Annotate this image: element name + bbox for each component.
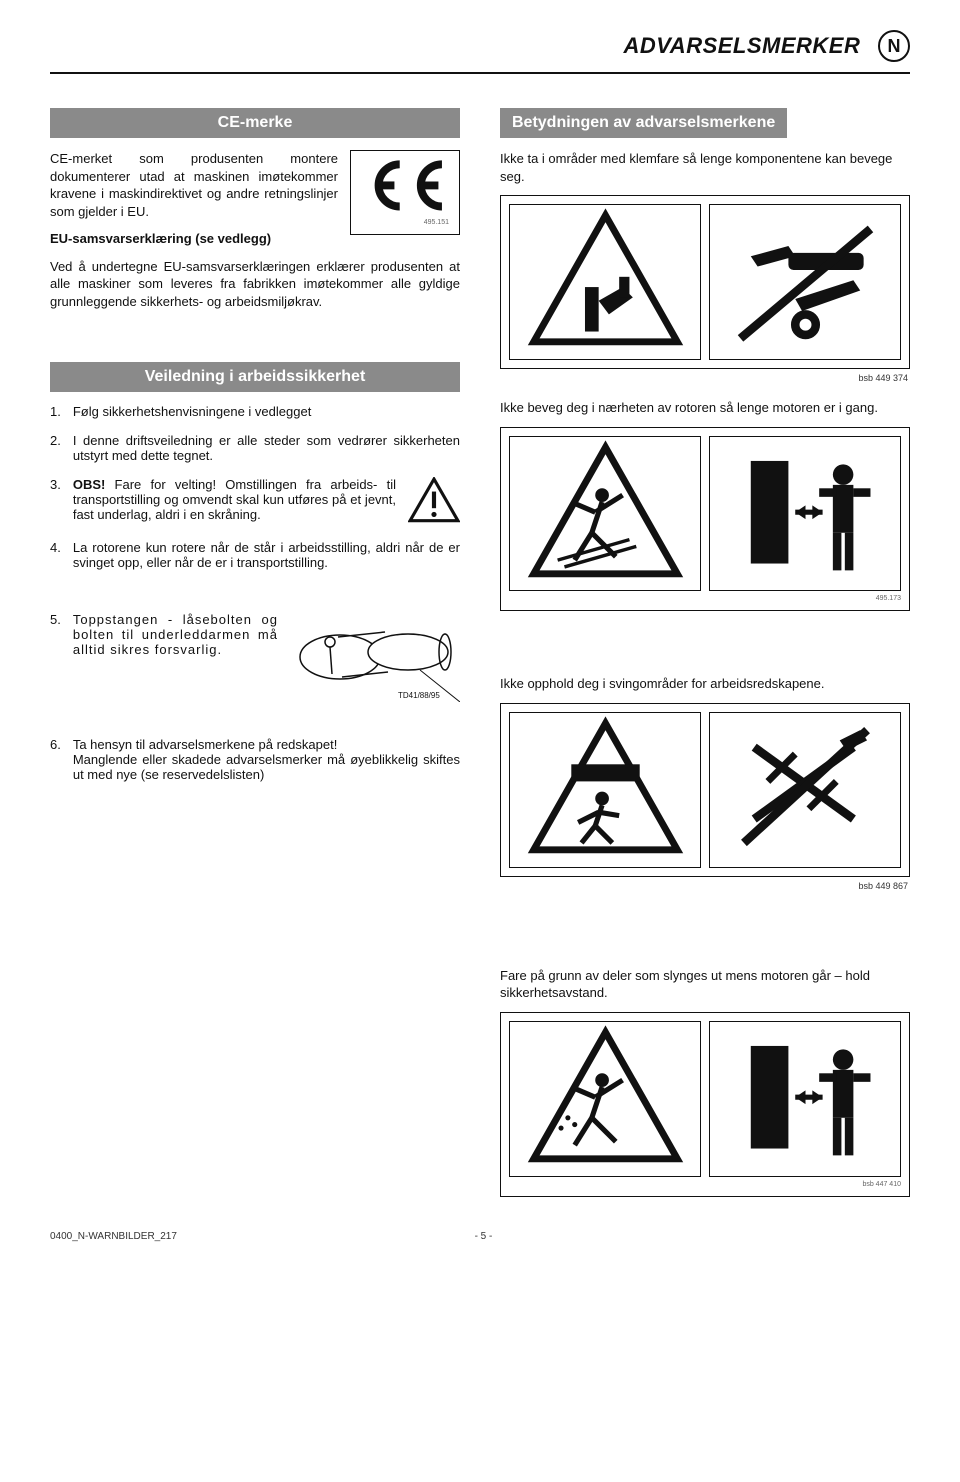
warning-panel: [509, 204, 701, 360]
list-item: 2. I denne driftsveiledning er alle sted…: [50, 433, 460, 463]
warning-panel: [709, 712, 901, 868]
warning-text-3: Ikke opphold deg i svingområder for arbe…: [500, 675, 910, 693]
bolt-diagram: TD41/88/95: [290, 612, 460, 705]
list-item: 1. Følg sikkerhetshenvisningene i vedleg…: [50, 404, 460, 419]
bolt-figure-code: TD41/88/95: [398, 691, 440, 700]
warning-text-4: Fare på grunn av deler som slynges ut me…: [500, 967, 910, 1002]
warning-figure-2: 495.173: [500, 427, 910, 612]
warning-panel: [709, 436, 901, 592]
warning-text-2: Ikke beveg deg i nærheten av rotoren så …: [500, 399, 910, 417]
heading-meaning: Betydningen av advarselsmerkene: [500, 108, 787, 138]
list-text: OBS! Fare for velting! Omstillingen fra …: [73, 477, 396, 522]
list-text: Ta hensyn til advarselsmerkene på redska…: [73, 737, 460, 782]
list-text: La rotorene kun rotere når de står i arb…: [73, 540, 460, 570]
list-text: Toppstangen - låsebolten og bolten til u…: [73, 612, 278, 657]
left-column: CE-merke CE-merket som produsenten monte…: [50, 102, 460, 1201]
list-number: 4.: [50, 540, 61, 555]
list-number: 6.: [50, 737, 61, 752]
page-title: ADVARSELSMERKER: [623, 33, 860, 59]
warning-panel: [509, 712, 701, 868]
ce-sub-heading: EU-samsvarserklæring (se vedlegg): [50, 230, 338, 248]
warning-panel: [509, 1021, 701, 1177]
list-item: 6. Ta hensyn til advarselsmerkene på red…: [50, 737, 460, 782]
list-text: Følg sikkerhetshenvisningene i vedlegget: [73, 404, 460, 419]
warning-figure-1: [500, 195, 910, 369]
ce-body-text: Ved å undertegne EU-samsvarserklæringen …: [50, 258, 460, 311]
warning-triangle-icon: [408, 477, 460, 526]
warning-text-1: Ikke ta i områder med klemfare så lenge …: [500, 150, 910, 185]
warning-panel: [509, 436, 701, 592]
warning-panel: [709, 1021, 901, 1177]
list-item: 3. OBS! Fare for velting! Omstillingen f…: [50, 477, 460, 526]
heading-ce-merke: CE-merke: [50, 108, 460, 138]
warning-figure-3: [500, 703, 910, 877]
page-header: ADVARSELSMERKER N: [50, 30, 910, 74]
ce-logo-code: 495.151: [361, 219, 449, 226]
ce-logo-box: 495.151: [350, 150, 460, 235]
list-text: I denne driftsveiledning er alle steder …: [73, 433, 460, 463]
warning-panel: [709, 204, 901, 360]
page-footer: 0400_N-WARNBILDER_217 - 5 -: [50, 1231, 910, 1242]
list-number: 1.: [50, 404, 61, 419]
footer-page-number: - 5 -: [177, 1231, 790, 1242]
ce-intro-text: CE-merket som produsenten montere dokume…: [50, 150, 338, 220]
figure-code-2: 495.173: [509, 595, 901, 602]
heading-safety: Veiledning i arbeidssikkerhet: [50, 362, 460, 392]
ce-mark-icon: [361, 159, 449, 212]
language-badge: N: [878, 30, 910, 62]
footer-doc-id: 0400_N-WARNBILDER_217: [50, 1231, 177, 1242]
right-column: Betydningen av advarselsmerkene Ikke ta …: [500, 102, 910, 1201]
list-number: 3.: [50, 477, 61, 492]
list-number: 5.: [50, 612, 61, 627]
safety-list: 1. Følg sikkerhetshenvisningene i vedleg…: [50, 404, 460, 782]
list-number: 2.: [50, 433, 61, 448]
figure-code-1: bsb 449 374: [500, 373, 908, 383]
list-item: 5. Toppstangen - låsebolten og bolten ti…: [50, 612, 460, 705]
list-item: 4. La rotorene kun rotere når de står i …: [50, 540, 460, 570]
warning-figure-4: bsb 447 410: [500, 1012, 910, 1197]
figure-code-3: bsb 449 867: [500, 881, 908, 891]
figure-code-4: bsb 447 410: [509, 1181, 901, 1188]
